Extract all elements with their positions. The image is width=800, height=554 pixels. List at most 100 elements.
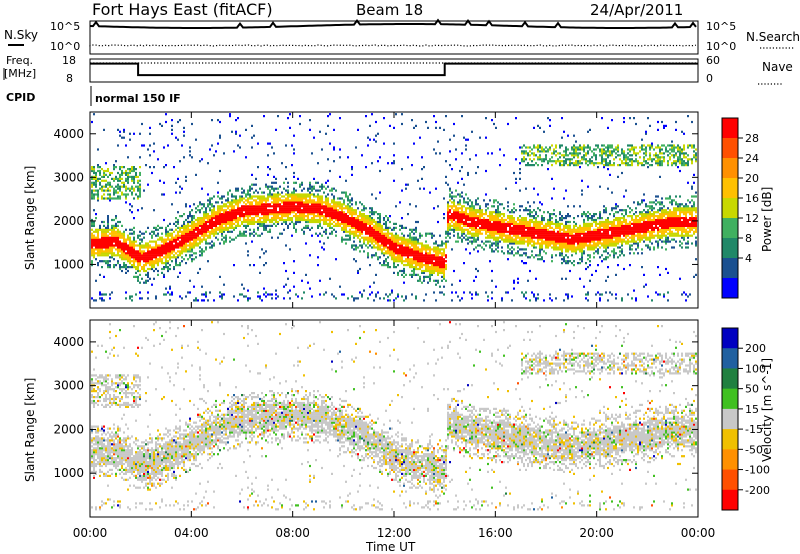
heatmap-cell — [213, 244, 215, 247]
heatmap-cell — [439, 250, 441, 253]
heatmap-cell — [159, 256, 161, 259]
heatmap-cell — [197, 209, 199, 212]
heatmap-cell — [137, 195, 139, 198]
heatmap-cell — [521, 158, 523, 161]
heatmap-cell — [131, 246, 133, 249]
heatmap-cell — [383, 222, 385, 225]
heatmap-cell — [323, 207, 325, 210]
heatmap-cell — [91, 185, 93, 188]
heatmap-cell — [107, 240, 109, 243]
heatmap-cell — [115, 177, 117, 180]
heatmap-cell — [415, 244, 417, 247]
heatmap-cell — [403, 260, 405, 263]
heatmap-cell — [113, 179, 115, 182]
heatmap-cell — [453, 213, 455, 216]
heatmap-cell — [483, 199, 485, 202]
heatmap-cell — [425, 275, 427, 278]
heatmap-cell — [289, 213, 291, 216]
heatmap-cell — [229, 226, 231, 229]
heatmap-cell — [269, 224, 271, 227]
heatmap-cell — [461, 209, 463, 212]
heatmap-cell — [525, 217, 527, 220]
heatmap-cell — [129, 297, 131, 300]
heatmap-cell — [349, 193, 351, 196]
heatmap-cell — [491, 297, 493, 300]
heatmap-cell — [189, 256, 191, 259]
heatmap-cell — [217, 142, 219, 145]
heatmap-cell — [135, 250, 137, 253]
heatmap-cell — [197, 234, 199, 237]
heatmap-cell — [307, 217, 309, 220]
heatmap-cell — [301, 215, 303, 218]
heatmap-cell — [443, 269, 445, 273]
heatmap-cell — [93, 252, 95, 255]
heatmap-cell — [379, 244, 381, 247]
heatmap-cell — [357, 215, 359, 218]
heatmap-cell — [393, 250, 395, 253]
heatmap-cell — [197, 226, 199, 229]
heatmap-cell — [407, 250, 409, 253]
heatmap-cell — [345, 195, 347, 198]
heatmap-cell — [359, 238, 361, 241]
heatmap-cell — [195, 234, 197, 237]
heatmap-cell — [303, 226, 305, 229]
heatmap-cell — [149, 154, 151, 157]
heatmap-cell — [115, 197, 117, 200]
heatmap-cell — [135, 173, 137, 176]
heatmap-cell — [249, 209, 251, 212]
heatmap-cell — [147, 242, 149, 245]
heatmap-cell — [117, 183, 119, 186]
heatmap-cell — [413, 250, 415, 253]
heatmap-cell — [555, 146, 557, 149]
heatmap-cell — [117, 242, 119, 245]
heatmap-cell — [353, 220, 355, 224]
heatmap-cell — [539, 224, 541, 227]
heatmap-cell — [331, 193, 333, 196]
heatmap-cell — [193, 299, 195, 302]
heatmap-cell — [365, 166, 367, 169]
heatmap-cell — [495, 228, 497, 231]
heatmap-cell — [197, 217, 199, 220]
heatmap-cell — [253, 183, 255, 186]
heatmap-cell — [213, 230, 215, 233]
heatmap-cell — [561, 232, 563, 235]
heatmap-cell — [225, 218, 227, 222]
heatmap-cell — [459, 201, 461, 204]
heatmap-cell — [199, 224, 201, 227]
heatmap-cell — [555, 215, 557, 218]
heatmap-cell — [467, 222, 469, 225]
heatmap-cell — [331, 187, 333, 190]
heatmap-cell — [397, 271, 399, 274]
heatmap-cell — [473, 211, 475, 214]
heatmap-cell — [551, 222, 553, 225]
heatmap-cell — [499, 213, 501, 216]
heatmap-cell — [265, 183, 267, 186]
heatmap-cell — [267, 230, 269, 233]
heatmap-cell — [231, 226, 233, 229]
heatmap-cell — [481, 211, 483, 214]
heatmap-cell — [439, 262, 441, 265]
heatmap-cell — [513, 287, 515, 290]
heatmap-cell — [515, 252, 517, 255]
heatmap-cell — [495, 209, 497, 212]
heatmap-cell — [131, 250, 133, 253]
heatmap-cell — [551, 213, 553, 216]
heatmap-cell — [413, 258, 415, 261]
heatmap-cell — [263, 228, 265, 231]
heatmap-cell — [513, 242, 515, 245]
heatmap-cell — [219, 218, 221, 222]
heatmap-cell — [109, 264, 111, 267]
heatmap-cell — [183, 250, 185, 253]
heatmap-cell — [129, 256, 131, 259]
heatmap-cell — [211, 213, 213, 216]
heatmap-cell — [407, 156, 409, 159]
heatmap-cell — [475, 215, 477, 218]
heatmap-cell — [209, 224, 211, 227]
heatmap-cell — [129, 248, 131, 251]
heatmap-cell — [277, 217, 279, 220]
heatmap-cell — [335, 203, 337, 206]
heatmap-cell — [185, 295, 187, 298]
heatmap-cell — [465, 224, 467, 227]
heatmap-cell — [477, 230, 479, 233]
heatmap-cell — [103, 275, 105, 278]
